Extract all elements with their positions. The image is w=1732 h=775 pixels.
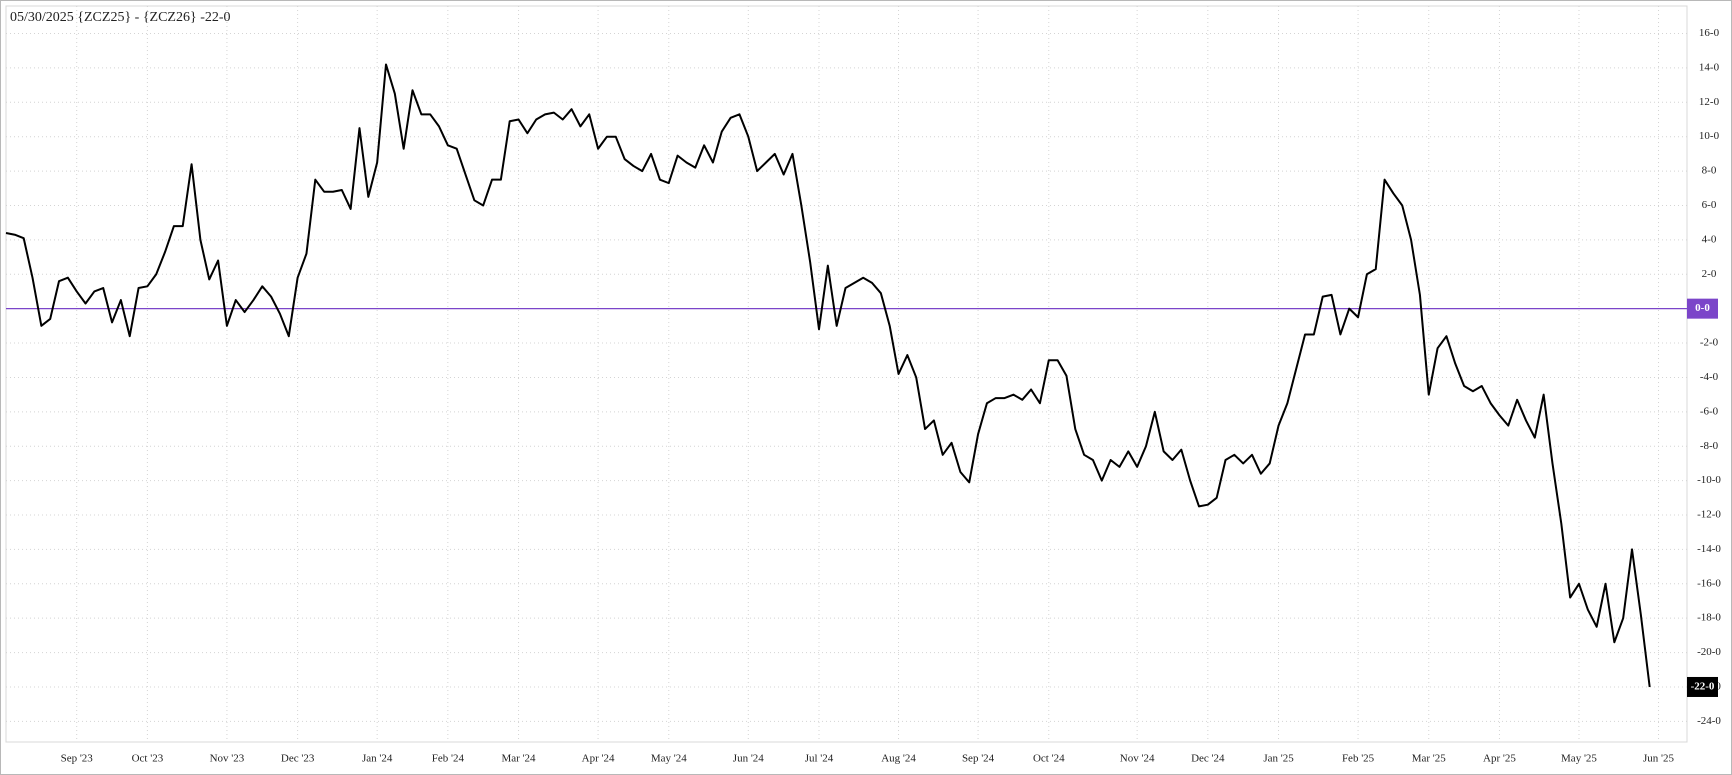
x-tick-label: Sep '23 xyxy=(61,753,94,765)
y-tick-label: 2-0 xyxy=(1702,268,1717,280)
x-tick-label: Oct '23 xyxy=(132,753,164,765)
x-tick-label: Nov '23 xyxy=(210,753,245,765)
x-tick-label: Jan '24 xyxy=(362,753,393,765)
last-value-label: -22-0 xyxy=(1691,681,1715,693)
x-tick-label: Feb '25 xyxy=(1342,753,1375,765)
x-tick-label: Apr '24 xyxy=(582,753,615,765)
y-tick-label: -12-0 xyxy=(1697,509,1721,521)
y-tick-label: -4-0 xyxy=(1700,371,1719,383)
series-line xyxy=(5,63,1651,688)
x-tick-label: Feb '24 xyxy=(432,753,465,765)
y-tick-label: 4-0 xyxy=(1702,233,1717,245)
y-tick-label: -10-0 xyxy=(1697,474,1721,486)
y-tick-label: 16-0 xyxy=(1699,27,1720,39)
x-tick-label: Jan '25 xyxy=(1263,753,1294,765)
y-tick-label: -24-0 xyxy=(1697,715,1721,727)
y-tick-label: -16-0 xyxy=(1697,577,1721,589)
y-tick-label: 10-0 xyxy=(1699,130,1720,142)
x-tick-label: Jul '24 xyxy=(805,753,834,765)
x-tick-label: Oct '24 xyxy=(1033,753,1065,765)
y-tick-label: -20-0 xyxy=(1697,646,1721,658)
y-tick-label: 6-0 xyxy=(1702,199,1717,211)
y-tick-label: -8-0 xyxy=(1700,440,1719,452)
x-tick-label: Jun '25 xyxy=(1643,753,1675,765)
y-tick-label: 12-0 xyxy=(1699,96,1720,108)
x-tick-label: Dec '23 xyxy=(281,753,315,765)
x-tick-label: Mar '24 xyxy=(502,753,537,765)
x-tick-label: Apr '25 xyxy=(1483,753,1516,765)
x-tick-label: Sep '24 xyxy=(962,753,995,765)
y-tick-label: -18-0 xyxy=(1697,612,1721,624)
x-tick-label: May '24 xyxy=(651,753,687,765)
x-tick-label: Aug '24 xyxy=(881,753,916,765)
reference-label: 0-0 xyxy=(1695,302,1710,314)
x-tick-label: Dec '24 xyxy=(1191,753,1225,765)
reference-label-box xyxy=(1687,298,1718,319)
y-tick-label: -2-0 xyxy=(1700,337,1719,349)
x-tick-label: Nov '24 xyxy=(1120,753,1155,765)
chart-title: 05/30/2025 {ZCZ25} - {ZCZ26} -22-0 xyxy=(10,10,231,25)
y-tick-label: -14-0 xyxy=(1697,543,1721,555)
last-value-box xyxy=(1687,676,1718,697)
plot-area xyxy=(5,5,1688,743)
x-tick-label: May '25 xyxy=(1561,753,1597,765)
y-tick-label: 8-0 xyxy=(1702,165,1717,177)
y-tick-label: 14-0 xyxy=(1699,61,1720,73)
x-tick-label: Mar '25 xyxy=(1412,753,1447,765)
y-tick-label: -6-0 xyxy=(1700,405,1719,417)
x-tick-label: Jun '24 xyxy=(733,753,765,765)
